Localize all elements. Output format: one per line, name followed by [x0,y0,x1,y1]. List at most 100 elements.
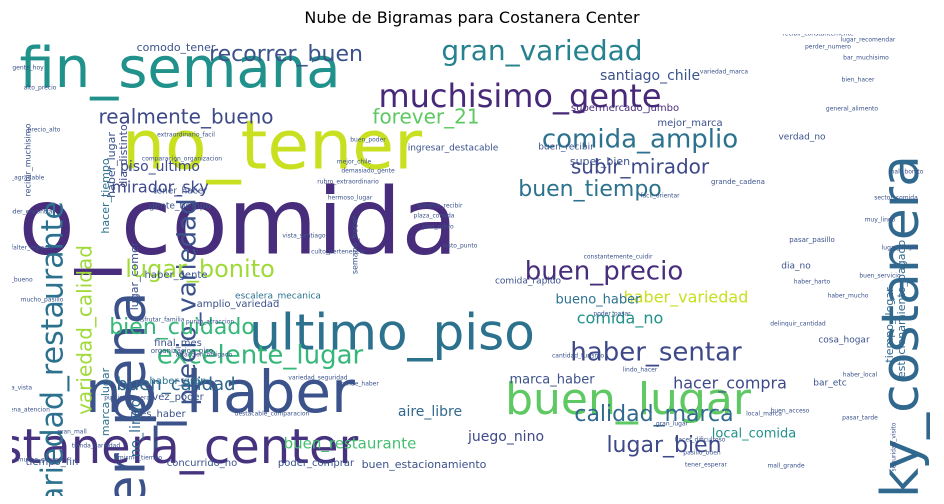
chart-title: Nube de Bigramas para Costanera Center [304,8,640,27]
cloud-word: grande_haber [337,381,379,388]
cloud-word: lugar_limpio [882,245,919,252]
cloud-word: semana_hacer [351,215,360,274]
cloud-word: supermercado_jumbo [571,103,679,114]
cloud-word: haber_gente [145,270,208,281]
cloud-word: visto_punto [443,243,478,250]
cloud-word: realmente_bueno [98,105,273,129]
cloud-word: muy_lindo [865,217,896,224]
cloud-word: bueno_haber [556,293,642,308]
cloud-word: haber_gran [149,376,206,387]
cloud-word: mes_haber [130,409,186,420]
cloud-word: lugar_bonito [125,255,275,283]
cloud-word: mucho_local [843,34,881,35]
cloud-word: mall_bonito [889,169,924,176]
cloud-word: hermoso_lugar [328,195,373,202]
cloud-word: lugar_agradable [12,175,45,182]
cloud-word: buen_recibir [538,143,594,153]
cloud-word: comparacion_organizacion [142,156,222,163]
cloud-word: pasar_tarde [842,415,878,422]
cloud-word: turismo_recibir [418,203,463,210]
cloud-word: extraordinario_facil [157,132,215,139]
cloud-word: muchisimo_gente [378,77,661,115]
cloud-word: buen_acceso [771,408,810,415]
cloud-word: precio_variedad [173,198,203,405]
cloud-word: local_comida [712,427,796,442]
cloud-word: marca_haber [509,373,595,388]
cloud-word: lugar_bien [606,433,721,458]
cloud-word: buena_atencion [12,407,50,414]
cloud-word: bar_muchisimo [843,55,889,62]
cloud-word: haber_mucho [828,293,869,300]
cloud-word: hacer_dificultoso [675,437,726,444]
cloud-word: organizacion_piso [151,347,213,355]
cloud-word: comodo_tener [137,41,216,54]
cloud-word: variedad_calidad [73,245,97,415]
cloud-word: lugar_recomendar [841,37,896,44]
cloud-word: estacionamiento_pagado [895,240,908,379]
cloud-word: falter_espacio [12,245,53,252]
cloud-word: haber_harto [794,279,831,286]
cloud-word: general_alimento [826,106,879,113]
cloud-word: gran_lugar [656,421,689,428]
cloud-word: recibir_constantemente [782,34,853,38]
cloud-word: destacable_comparacion [235,411,310,418]
cloud-word: lindo_hacer [623,367,658,374]
cloud-word: final_mes [154,338,202,349]
cloud-word: haber_lugar [105,132,118,198]
cloud-word: grande_cadena [711,178,765,186]
cloud-word: vista_santiago [282,233,325,240]
cloud-word: buen_tiempo [518,177,662,202]
cloud-word: hacer_compra [673,374,787,394]
cloud-word: variedad_marca [700,69,749,76]
cloud-word: tiempo_llegar [883,287,896,363]
cloud-word: buen_precio [525,257,684,287]
cloud-word: gente_tiempo [149,202,212,212]
cloud-word: patio_comida [12,168,458,275]
cloud-word: subir_mirador [571,155,710,179]
cloud-word: amplio_variedad [197,299,280,310]
cloud-word: comida_amplio [542,125,738,155]
cloud-word: recorrer_buen [209,42,363,67]
cloud-word: atraccion_obligado [176,352,233,359]
cloud-word: tienda_variedad [72,443,121,450]
cloud-word: piso_ultimo [120,159,200,175]
cloud-word: mall_grande [767,463,804,470]
cloud-word: perder_numero [805,44,851,51]
cloud-word: verdad_no [778,133,826,143]
cloud-word: mirador_sky [111,178,208,198]
cloud-word: costanera_center [12,419,359,475]
cloud-word: buen_estacionamiento [362,458,487,471]
cloud-word: ingresar_destacable [408,144,499,154]
cloud-word: haber_variedad [624,288,749,308]
cloud-word: super_bien [570,155,630,168]
cloud-word: alto_precio [24,85,57,92]
cloud-word: tener_esperar [685,462,727,469]
cloud-word: precio_alto [28,127,61,134]
cloud-word: concurrido_no [167,458,238,469]
cloud-word: no_bueno [12,277,33,284]
cloud-word: buen_servicio [859,273,901,280]
cloud-word: publico_general [104,395,152,402]
cloud-word: fin_semana [19,36,340,101]
cloud-word: tiempo_fin [26,457,79,468]
cloud-word: buen_lugar [505,374,752,425]
cloud-word: gran_variedad [441,34,642,67]
cloud-word: disfrutar_familia [136,317,185,324]
cloud-word: piso_rubro [422,224,454,231]
cloud-word: plaza_comida [414,213,455,220]
cloud-word: excelente_lugar [157,341,364,371]
cloud-word: escalera_mecanica [235,292,321,302]
cloud-word: forever_21 [372,105,479,129]
cloud-word: linda_vista [12,385,32,392]
cloud-word: pasar_pasillo [789,236,835,244]
cloud-word: constantemente_cuidir [584,254,653,261]
cloud-word: mismo_tiempo [118,455,163,462]
cloud-word: variedad_restaurante [36,201,71,496]
cloud-word: seguridad_visito [891,422,898,471]
cloud-word: culto_pertenencia [311,249,365,256]
cloud-word: variedad_seguridad [288,375,347,382]
cloud-word: poder_encontrar [12,209,55,216]
cloud-word: cantidad_turismo [552,353,604,360]
cloud-word: poder_pasar [593,311,631,318]
